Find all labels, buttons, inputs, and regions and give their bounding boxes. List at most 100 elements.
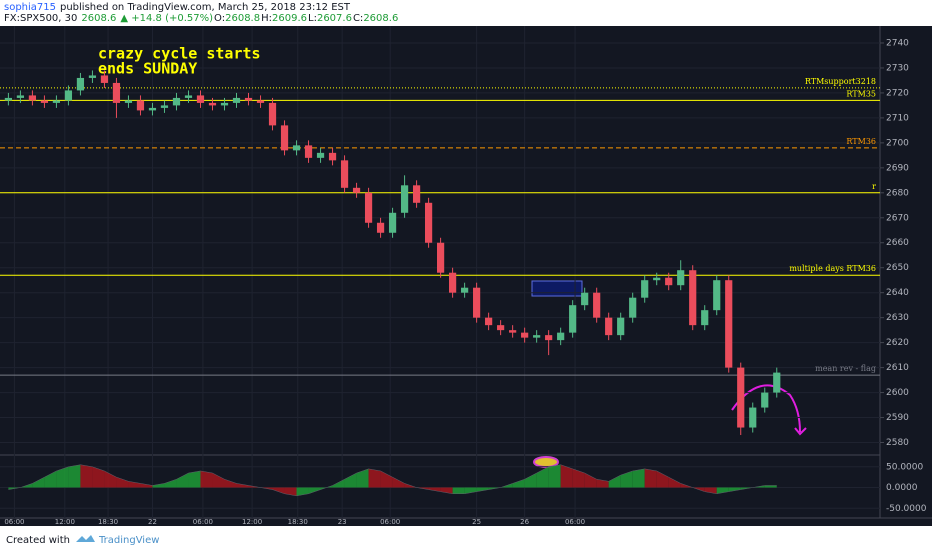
level-label: mean rev - flag <box>815 364 876 373</box>
oscillator-area <box>356 468 369 488</box>
price-change: ▲ +14.8 (+0.57%) <box>120 13 213 24</box>
oscillator-area <box>656 470 669 488</box>
level-label: RTM36 <box>846 137 876 146</box>
oscillator-area <box>56 466 69 488</box>
oscillator-area <box>620 470 633 488</box>
oscillator-area <box>644 468 657 488</box>
y-tick-label: 2730 <box>886 63 909 73</box>
level-label: RTMsupport3218 <box>805 77 876 86</box>
oscillator-area <box>560 464 573 488</box>
candle-body <box>268 102 277 126</box>
y-tick-label: 2680 <box>886 188 909 198</box>
candle-body <box>557 332 565 341</box>
oscillator-area <box>200 470 213 488</box>
footer: Created with TradingView <box>6 535 159 546</box>
y-tick-label: 2710 <box>886 113 909 123</box>
oscillator-area <box>476 487 489 492</box>
ohlc-value: 2607.6 <box>317 13 352 24</box>
ohlc-value: 2608.8 <box>225 13 260 24</box>
candle-body <box>677 270 685 286</box>
candle-body <box>208 102 217 106</box>
candle-body <box>388 212 397 233</box>
candle-body <box>461 287 469 293</box>
candle-body <box>172 97 181 106</box>
oscillator-area <box>728 487 741 492</box>
candle-body <box>100 75 109 83</box>
y-tick-label: 2660 <box>886 238 909 248</box>
oscillator-area <box>116 477 129 488</box>
oscillator-area <box>284 487 297 496</box>
candle-body <box>689 270 697 326</box>
candle-body <box>545 335 553 341</box>
oscillator-area <box>152 483 165 488</box>
x-tick-label: 26 <box>520 518 529 526</box>
candle-body <box>220 102 229 106</box>
x-tick-label: 23 <box>338 518 347 526</box>
oscillator-area <box>428 487 441 492</box>
candle-body <box>316 152 325 158</box>
candle-body <box>232 97 241 103</box>
oscillator-area <box>92 466 105 488</box>
candle-body <box>400 185 409 213</box>
created-with: Created with <box>6 535 70 546</box>
symbol: FX:SPX500, 30 <box>4 13 77 24</box>
candle-body <box>497 325 505 331</box>
oscillator-area <box>332 479 345 488</box>
oscillator-area <box>224 479 237 488</box>
candle-body <box>749 407 757 428</box>
candle-body <box>641 280 649 298</box>
candle-body <box>64 90 73 101</box>
ohlc-label: H: <box>261 13 272 24</box>
oscillator-area <box>80 464 93 488</box>
candle-body <box>701 310 709 326</box>
y-tick-label: 2720 <box>886 88 909 98</box>
candle-body <box>292 145 301 151</box>
candle-body <box>364 192 373 223</box>
candle-body <box>340 160 349 188</box>
brand[interactable]: TradingView <box>98 535 159 546</box>
ohlc-label: C: <box>353 13 363 24</box>
level-label: RTM35 <box>846 89 876 98</box>
candle-body <box>160 105 169 108</box>
candle-body <box>88 75 97 78</box>
symbol-line: FX:SPX500, 30 2608.6 ▲ +14.8 (+0.57%) O: 260… <box>4 13 398 24</box>
oscillator-area <box>68 464 81 488</box>
candle-body <box>28 95 37 101</box>
x-tick-label: 25 <box>472 518 481 526</box>
oscillator-area <box>608 475 621 488</box>
candle-body <box>605 317 613 336</box>
published-note: published on TradingView.com, March 25, … <box>60 2 351 13</box>
y-tick-label: 2670 <box>886 213 909 223</box>
candle-body <box>581 292 589 306</box>
candle-body <box>737 367 745 428</box>
candle-body <box>449 272 457 293</box>
candle-body <box>509 330 517 333</box>
author[interactable]: sophia715 <box>4 2 56 13</box>
x-tick-label: 06:00 <box>4 518 24 526</box>
ohlc-value: 2609.6 <box>272 13 307 24</box>
oscillator-line <box>8 464 777 497</box>
oscillator-area <box>668 477 681 488</box>
candle-body <box>52 100 61 103</box>
oscillator-area <box>32 477 45 488</box>
oscillator-area <box>188 470 201 488</box>
ohlc-label: L: <box>308 13 317 24</box>
candle-body <box>352 187 361 193</box>
annotation: ends SUNDAY <box>98 60 197 78</box>
y-tick-label: 50.0000 <box>886 462 923 472</box>
candle-body <box>376 222 385 233</box>
oscillator-area <box>212 473 225 488</box>
y-tick-label: 2700 <box>886 138 909 148</box>
y-tick-label: 2740 <box>886 38 909 48</box>
candle-body <box>328 152 337 161</box>
candle-body <box>593 292 601 318</box>
oscillator-area <box>368 468 381 488</box>
candle-body <box>424 202 433 243</box>
oscillator-area <box>164 479 177 488</box>
x-tick-label: 06:00 <box>193 518 213 526</box>
candle-body <box>4 97 13 101</box>
candle-body <box>713 280 721 311</box>
candle-body <box>256 100 265 103</box>
candle-body <box>196 95 205 103</box>
candle-body <box>280 125 289 151</box>
